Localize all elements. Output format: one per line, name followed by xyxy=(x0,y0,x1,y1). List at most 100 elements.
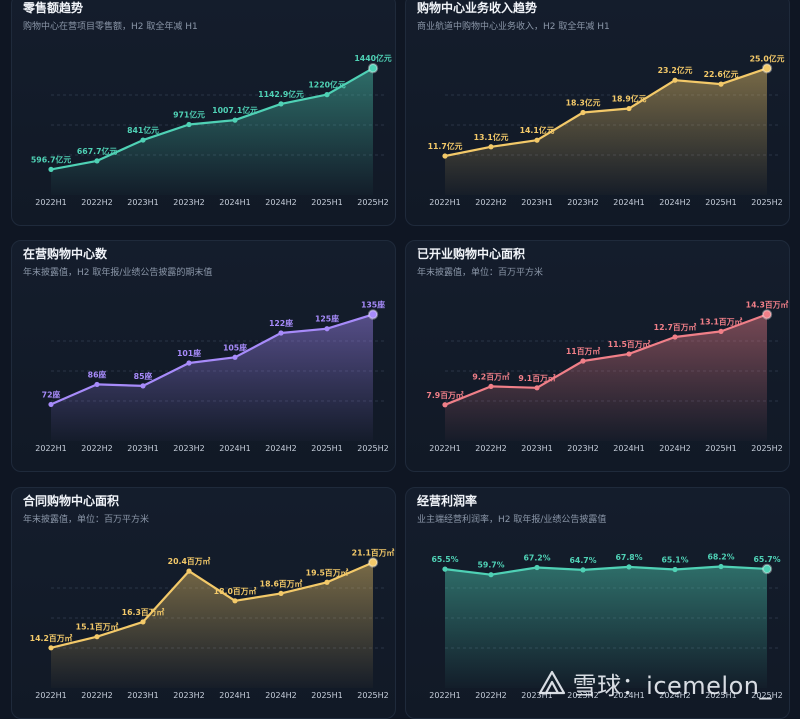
data-point[interactable] xyxy=(324,92,330,98)
series-line xyxy=(50,313,374,406)
data-label: 72座 xyxy=(42,389,61,399)
data-point[interactable] xyxy=(278,590,284,597)
data-point[interactable] xyxy=(48,645,54,651)
x-tick-label: 2024H1 xyxy=(219,198,250,207)
data-point[interactable] xyxy=(442,566,448,572)
snowball-logo-icon xyxy=(538,670,565,694)
series-area xyxy=(445,566,767,688)
data-point[interactable] xyxy=(324,326,330,332)
x-tick-label: 2022H1 xyxy=(35,198,66,207)
x-tick-label: 2022H2 xyxy=(475,198,506,207)
data-point[interactable] xyxy=(761,563,773,575)
data-point[interactable] xyxy=(367,63,379,74)
data-point[interactable] xyxy=(626,351,632,357)
data-point[interactable] xyxy=(718,563,724,570)
chart-card-retail: 零售额趋势 购物中心在营项目零售额，H2 取全年减 H1 596.7亿元 2022… xyxy=(11,0,396,226)
data-label: 13.1亿元 xyxy=(474,132,509,142)
chart-card-opened-area: 已开业购物中心面积 年末披露值，单位：百万平方米 7.9百万㎡ 2022H1 9.2… xyxy=(405,240,790,472)
data-label: 1142.9亿元 xyxy=(258,89,304,99)
data-point[interactable] xyxy=(186,568,192,574)
data-point[interactable] xyxy=(232,354,238,360)
data-label: 125座 xyxy=(315,314,339,324)
data-label: 18.9亿元 xyxy=(612,94,647,104)
data-point[interactable] xyxy=(488,383,494,390)
series-line xyxy=(444,313,768,406)
data-point[interactable] xyxy=(626,564,632,570)
data-point[interactable] xyxy=(580,109,586,116)
x-tick-label: 2025H1 xyxy=(311,198,342,207)
data-point[interactable] xyxy=(186,121,192,128)
data-point[interactable] xyxy=(94,634,100,640)
chart-title: 在营购物中心数 xyxy=(23,247,108,261)
data-label: 86座 xyxy=(88,369,107,379)
data-point[interactable] xyxy=(626,105,632,112)
data-label: 13.1百万㎡ xyxy=(700,316,743,326)
data-point[interactable] xyxy=(232,598,238,604)
x-tick-label: 2023H1 xyxy=(521,198,552,207)
data-label: 67.2% xyxy=(523,553,550,562)
x-tick-label: 2025H2 xyxy=(751,198,782,207)
data-point[interactable] xyxy=(278,101,284,107)
x-tick-label: 2024H2 xyxy=(659,691,690,700)
x-tick-label: 2023H1 xyxy=(521,691,552,700)
data-point[interactable] xyxy=(761,309,773,320)
data-point[interactable] xyxy=(324,579,330,585)
data-label: 68.2% xyxy=(707,553,734,562)
data-point[interactable] xyxy=(672,334,678,340)
chart-title: 已开业购物中心面积 xyxy=(417,247,526,261)
data-point[interactable] xyxy=(534,385,540,391)
data-point[interactable] xyxy=(761,63,773,74)
data-point[interactable] xyxy=(140,619,146,625)
data-point[interactable] xyxy=(367,309,379,320)
data-point[interactable] xyxy=(367,557,379,568)
data-point[interactable] xyxy=(278,330,284,336)
data-point[interactable] xyxy=(534,564,540,571)
data-label: 23.2亿元 xyxy=(658,65,693,75)
data-label: 105座 xyxy=(223,342,247,352)
data-point[interactable] xyxy=(140,383,146,389)
data-point[interactable] xyxy=(94,381,100,388)
data-label: 11.7亿元 xyxy=(428,141,463,151)
data-label: 59.7% xyxy=(477,561,504,570)
data-point[interactable] xyxy=(232,117,238,123)
x-tick-label: 2023H2 xyxy=(567,444,598,453)
data-label: 7.9百万㎡ xyxy=(426,390,463,400)
chart-subtitle: 年末披露值，H2 取年报/业绩公告披露的期末值 xyxy=(23,268,213,278)
data-point[interactable] xyxy=(48,166,54,172)
data-point[interactable] xyxy=(672,77,678,83)
data-point[interactable] xyxy=(140,137,146,143)
data-point[interactable] xyxy=(718,81,724,87)
series-area xyxy=(51,562,373,688)
chart-svg-malls: 72座 2022H1 86座 2022H2 85座 2023H1 101座 2023H2 105… xyxy=(35,299,388,453)
x-tick-label: 2022H2 xyxy=(475,444,506,453)
data-point[interactable] xyxy=(94,158,100,164)
data-label: 11.5百万㎡ xyxy=(608,339,651,349)
data-point[interactable] xyxy=(580,358,586,364)
x-tick-label: 2024H2 xyxy=(265,444,296,453)
data-point[interactable] xyxy=(488,144,494,150)
data-label: 667.7亿元 xyxy=(77,146,117,156)
x-tick-label: 2024H1 xyxy=(219,691,250,700)
data-point[interactable] xyxy=(718,328,724,334)
data-label: 14.3百万㎡ xyxy=(746,299,789,309)
data-point[interactable] xyxy=(672,566,678,573)
x-tick-label: 2022H1 xyxy=(35,444,66,453)
x-tick-label: 2023H1 xyxy=(521,444,552,453)
series-area xyxy=(445,314,767,441)
data-point[interactable] xyxy=(534,137,540,143)
x-tick-label: 2022H2 xyxy=(81,691,112,700)
data-label: 15.1百万㎡ xyxy=(76,622,119,632)
x-tick-label: 2025H2 xyxy=(357,198,388,207)
x-tick-label: 2022H1 xyxy=(429,691,460,700)
data-point[interactable] xyxy=(580,567,586,573)
x-tick-label: 2023H1 xyxy=(127,691,158,700)
x-tick-label: 2023H2 xyxy=(173,198,204,207)
data-label: 841亿元 xyxy=(127,125,159,135)
chart-svg-margin: 65.5% 2022H1 59.7% 2022H2 67.2% 2023H1 64.7% 20… xyxy=(429,553,782,700)
data-label: 16.3百万㎡ xyxy=(122,607,165,617)
data-point[interactable] xyxy=(488,572,494,578)
data-point[interactable] xyxy=(48,401,54,408)
data-point[interactable] xyxy=(442,402,448,408)
data-point[interactable] xyxy=(186,360,192,366)
data-point[interactable] xyxy=(442,153,448,159)
